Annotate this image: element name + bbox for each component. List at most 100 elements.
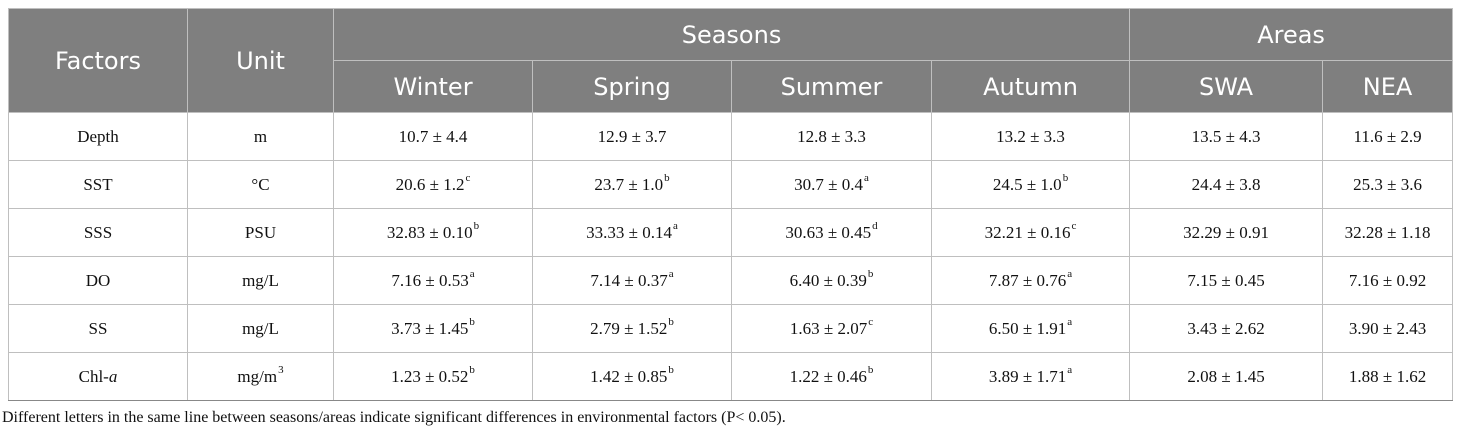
table-row: SST °C 20.6 ± 1.2c 23.7 ± 1.0b 30.7 ± 0.4a 24… [8, 160, 1454, 209]
mean-sd-value: 32.83 ± 0.10 [386, 222, 473, 242]
significance-letter: b [473, 219, 480, 232]
mean-sd-value: 1.63 ± 2.07 [789, 318, 868, 338]
significance-letter: c [1071, 219, 1077, 232]
table-row: Chl-a mg/m3 1.23 ± 0.52b 1.42 ± 0.85b 1.22 ±… [8, 352, 1454, 401]
value-cell: 7.14 ± 0.37a [532, 256, 732, 305]
factor-label: Chl- [78, 366, 109, 386]
table-footnote: Different letters in the same line betwe… [2, 409, 786, 426]
significance-letter: a [672, 219, 678, 232]
unit-label: mg/L [242, 318, 279, 338]
factor-label: DO [85, 270, 111, 290]
factor-cell: SS [8, 304, 188, 353]
header-summer: Summer [731, 60, 932, 113]
value-cell: 32.29 ± 0.91 [1129, 208, 1324, 257]
mean-sd-value: 3.73 ± 1.45 [391, 318, 469, 338]
value-cell: 12.8 ± 3.3 [731, 112, 932, 161]
significance-letter: b [1062, 171, 1069, 184]
value-cell: 20.6 ± 1.2c [333, 160, 533, 209]
mean-sd-value: 10.7 ± 4.4 [398, 126, 468, 146]
mean-sd-value: 13.5 ± 4.3 [1191, 126, 1261, 146]
mean-sd-value: 6.50 ± 1.91 [988, 318, 1067, 338]
header-swa: SWA [1129, 60, 1324, 113]
value-cell: 13.2 ± 3.3 [930, 112, 1131, 161]
factor-label: SST [83, 174, 113, 194]
value-cell: 6.50 ± 1.91a [930, 304, 1131, 353]
mean-sd-value: 1.88 ± 1.62 [1348, 366, 1427, 386]
factor-cell: Chl-a [8, 352, 188, 401]
mean-sd-value: 7.16 ± 0.92 [1348, 270, 1427, 290]
value-cell: 24.5 ± 1.0b [930, 160, 1131, 209]
mean-sd-value: 20.6 ± 1.2 [395, 174, 465, 194]
value-cell: 32.28 ± 1.18 [1322, 208, 1454, 257]
significance-letter: b [469, 363, 475, 376]
significance-letter: b [664, 171, 670, 184]
value-cell: 3.73 ± 1.45b [333, 304, 533, 353]
significance-letter: b [668, 315, 674, 328]
factor-label: Depth [77, 126, 119, 146]
mean-sd-value: 23.7 ± 1.0 [594, 174, 664, 194]
mean-sd-value: 2.79 ± 1.52 [590, 318, 668, 338]
mean-sd-value: 24.5 ± 1.0 [992, 174, 1062, 194]
significance-letter: a [863, 171, 869, 184]
mean-sd-value: 2.08 ± 1.45 [1187, 366, 1265, 386]
unit-cell: mg/L [187, 304, 334, 353]
significance-letter: c [868, 315, 874, 328]
table-body: Depth m 10.7 ± 4.4 12.9 ± 3.7 12.8 ± 3.3 13.2… [8, 112, 1454, 401]
factor-cell: DO [8, 256, 188, 305]
value-cell: 11.6 ± 2.9 [1322, 112, 1454, 161]
mean-sd-value: 12.9 ± 3.7 [597, 126, 667, 146]
mean-sd-value: 13.2 ± 3.3 [996, 126, 1065, 146]
mean-sd-value: 7.15 ± 0.45 [1187, 270, 1265, 290]
value-cell: 24.4 ± 3.8 [1129, 160, 1324, 209]
mean-sd-value: 32.28 ± 1.18 [1344, 222, 1431, 242]
value-cell: 32.83 ± 0.10b [333, 208, 533, 257]
value-cell: 6.40 ± 0.39b [731, 256, 932, 305]
value-cell: 13.5 ± 4.3 [1129, 112, 1324, 161]
value-cell: 3.43 ± 2.62 [1129, 304, 1324, 353]
unit-cell: PSU [187, 208, 334, 257]
value-cell: 2.08 ± 1.45 [1129, 352, 1324, 401]
unit-cell: mg/m3 [187, 352, 334, 401]
mean-sd-value: 3.89 ± 1.71 [988, 366, 1067, 386]
unit-cell: °C [187, 160, 334, 209]
significance-letter: a [1067, 315, 1073, 328]
mean-sd-value: 30.63 ± 0.45 [785, 222, 872, 242]
mean-sd-value: 6.40 ± 0.39 [789, 270, 867, 290]
factor-cell: Depth [8, 112, 188, 161]
value-cell: 7.87 ± 0.76a [930, 256, 1131, 305]
mean-sd-value: 33.33 ± 0.14 [586, 222, 672, 242]
data-table-container: Factors Unit Seasons Areas Winter Spring… [8, 8, 1454, 401]
value-cell: 25.3 ± 3.6 [1322, 160, 1454, 209]
header-winter: Winter [333, 60, 533, 113]
significance-letter: b [469, 315, 475, 328]
mean-sd-value: 3.43 ± 2.62 [1187, 318, 1265, 338]
mean-sd-value: 3.90 ± 2.43 [1348, 318, 1427, 338]
significance-letter: b [867, 363, 874, 376]
unit-exponent: 3 [278, 363, 284, 376]
significance-letter: a [1067, 363, 1073, 376]
table-row: SSS PSU 32.83 ± 0.10b 33.33 ± 0.14a 30.63 ± … [8, 208, 1454, 257]
significance-letter: a [469, 267, 475, 280]
header-spring: Spring [532, 60, 732, 113]
mean-sd-value: 1.22 ± 0.46 [789, 366, 867, 386]
significance-letter: a [1067, 267, 1073, 280]
value-cell: 7.15 ± 0.45 [1129, 256, 1324, 305]
value-cell: 3.90 ± 2.43 [1322, 304, 1454, 353]
significance-letter: d [872, 219, 878, 232]
header-seasons: Seasons [332, 8, 1131, 61]
value-cell: 30.7 ± 0.4a [731, 160, 932, 209]
table-row: DO mg/L 7.16 ± 0.53a 7.14 ± 0.37a 6.40 ± 0.3… [8, 256, 1454, 305]
value-cell: 7.16 ± 0.92 [1322, 256, 1454, 305]
mean-sd-value: 1.42 ± 0.85 [590, 366, 668, 386]
mean-sd-value: 32.29 ± 0.91 [1183, 222, 1269, 242]
mean-sd-value: 11.6 ± 2.9 [1353, 126, 1422, 146]
value-cell: 30.63 ± 0.45d [731, 208, 932, 257]
unit-cell: mg/L [187, 256, 334, 305]
factor-cell: SSS [8, 208, 188, 257]
mean-sd-value: 7.14 ± 0.37 [590, 270, 668, 290]
factor-cell: SST [8, 160, 188, 209]
value-cell: 32.21 ± 0.16c [930, 208, 1131, 257]
table-row: SS mg/L 3.73 ± 1.45b 2.79 ± 1.52b 1.63 ± 2.0… [8, 304, 1454, 353]
unit-label: mg/L [242, 270, 279, 290]
value-cell: 23.7 ± 1.0b [532, 160, 732, 209]
